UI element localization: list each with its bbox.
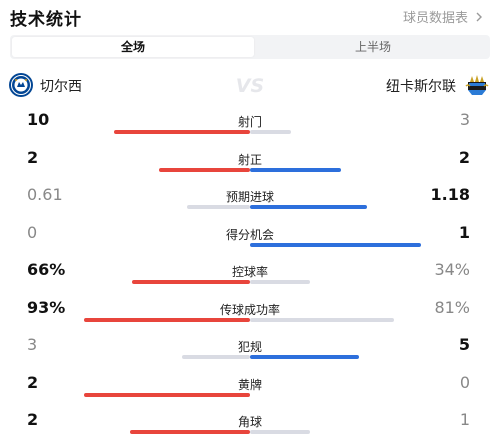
away-stat-value: 34% xyxy=(434,260,470,279)
stat-row: 0.61 预期进球 1.18 xyxy=(0,185,500,215)
home-stat-bar-fill xyxy=(187,205,250,209)
home-stat-value: 0 xyxy=(27,222,38,242)
away-stat-bar-fill xyxy=(250,130,291,134)
newcastle-badge-icon xyxy=(465,75,489,95)
stat-label: 黄牌 xyxy=(237,377,262,392)
away-stat-value: 1 xyxy=(459,410,470,429)
home-stat-bar xyxy=(80,205,250,209)
away-stat-value: 0 xyxy=(459,372,470,392)
stat-label: 得分机会 xyxy=(225,227,274,242)
home-stat-bar xyxy=(80,430,250,434)
stat-row: 0 得分机会 1 xyxy=(0,223,500,253)
away-stat-bar xyxy=(250,317,420,322)
away-stat-bar-fill xyxy=(250,242,421,247)
versus-icon: VS xyxy=(236,75,264,96)
home-stat-bar xyxy=(80,317,250,322)
away-stat-bar xyxy=(250,205,420,209)
stat-label: 射门 xyxy=(237,115,262,129)
home-stat-value: 2 xyxy=(27,147,39,167)
stat-row: 3 犯规 5 xyxy=(0,335,500,365)
away-stat-bar-fill xyxy=(250,430,310,434)
away-stat-value: 2 xyxy=(458,147,470,167)
away-stat-bar-fill xyxy=(250,317,394,322)
stat-label: 犯规 xyxy=(237,340,262,354)
home-stat-value: 2 xyxy=(27,410,39,429)
stats-header: 技术统计 球员数据表 xyxy=(0,0,500,32)
home-stat-bar-fill xyxy=(130,430,250,434)
page-title: 技术统计 xyxy=(10,10,82,30)
chevron-right-icon xyxy=(476,12,482,21)
away-stat-bar-fill xyxy=(250,280,310,284)
home-stat-bar xyxy=(80,243,250,247)
stat-row: 93% 传球成功率 81% xyxy=(0,298,500,328)
away-stat-value: 81% xyxy=(434,297,470,317)
player-stats-link[interactable]: 球员数据表 xyxy=(403,7,486,26)
home-stat-bar-fill xyxy=(84,317,250,322)
home-stat-value: 66% xyxy=(27,260,66,279)
away-stat-bar xyxy=(250,393,420,397)
home-stat-value: 10 xyxy=(27,110,50,129)
away-stat-bar xyxy=(250,430,420,434)
away-stat-value: 1.18 xyxy=(430,185,470,204)
stat-row: 2 射正 2 xyxy=(0,148,500,178)
away-stat-value: 5 xyxy=(458,335,470,354)
stat-row: 2 角球 1 xyxy=(0,410,500,440)
stat-label: 预期进球 xyxy=(225,190,274,204)
home-stat-bar xyxy=(80,355,250,359)
tab-full-match[interactable]: 全场 xyxy=(12,37,254,57)
home-stat-value: 2 xyxy=(27,372,39,392)
home-stat-bar xyxy=(80,130,250,134)
away-stat-bar xyxy=(250,130,420,134)
period-tabs: 全场 上半场 xyxy=(10,35,490,59)
stat-row: 2 黄牌 0 xyxy=(0,373,500,403)
home-stat-bar-fill xyxy=(159,167,250,172)
player-stats-link-label: 球员数据表 xyxy=(402,11,468,26)
tab-first-half[interactable]: 上半场 xyxy=(354,40,391,54)
away-stat-value: 3 xyxy=(459,110,470,129)
away-stat-bar xyxy=(250,242,421,247)
stat-row: 66% 控球率 34% xyxy=(0,260,500,290)
teams-row: 切尔西 VS 纽卡斯尔联 xyxy=(0,70,500,100)
svg-text:VS: VS xyxy=(236,75,264,96)
chelsea-badge-icon xyxy=(9,73,33,97)
home-team-name: 切尔西 xyxy=(40,79,82,95)
away-stat-bar-fill xyxy=(250,355,359,359)
home-stat-value: 93% xyxy=(27,297,66,317)
stat-label: 控球率 xyxy=(231,265,268,279)
away-stat-bar-fill xyxy=(250,167,341,172)
home-stat-bar-fill xyxy=(84,392,250,397)
home-stat-bar xyxy=(80,280,250,284)
away-team-name: 纽卡斯尔联 xyxy=(386,79,456,95)
stat-row: 10 射门 3 xyxy=(0,110,500,140)
away-stat-bar-fill xyxy=(250,205,367,209)
away-stat-value: 1 xyxy=(458,222,470,242)
stat-label: 射正 xyxy=(237,152,262,167)
away-stat-bar xyxy=(250,355,420,359)
home-stat-bar-fill xyxy=(132,280,250,284)
home-stat-value: 3 xyxy=(27,335,38,354)
home-stat-bar xyxy=(80,167,250,172)
home-stat-bar-fill xyxy=(114,130,250,134)
stat-label: 传球成功率 xyxy=(219,302,280,317)
away-stat-bar xyxy=(250,167,420,172)
home-stat-bar xyxy=(80,392,250,397)
home-stat-value: 0.61 xyxy=(27,185,63,204)
home-stat-bar-fill xyxy=(182,355,250,359)
away-stat-bar xyxy=(250,280,420,284)
stat-label: 角球 xyxy=(237,415,262,429)
